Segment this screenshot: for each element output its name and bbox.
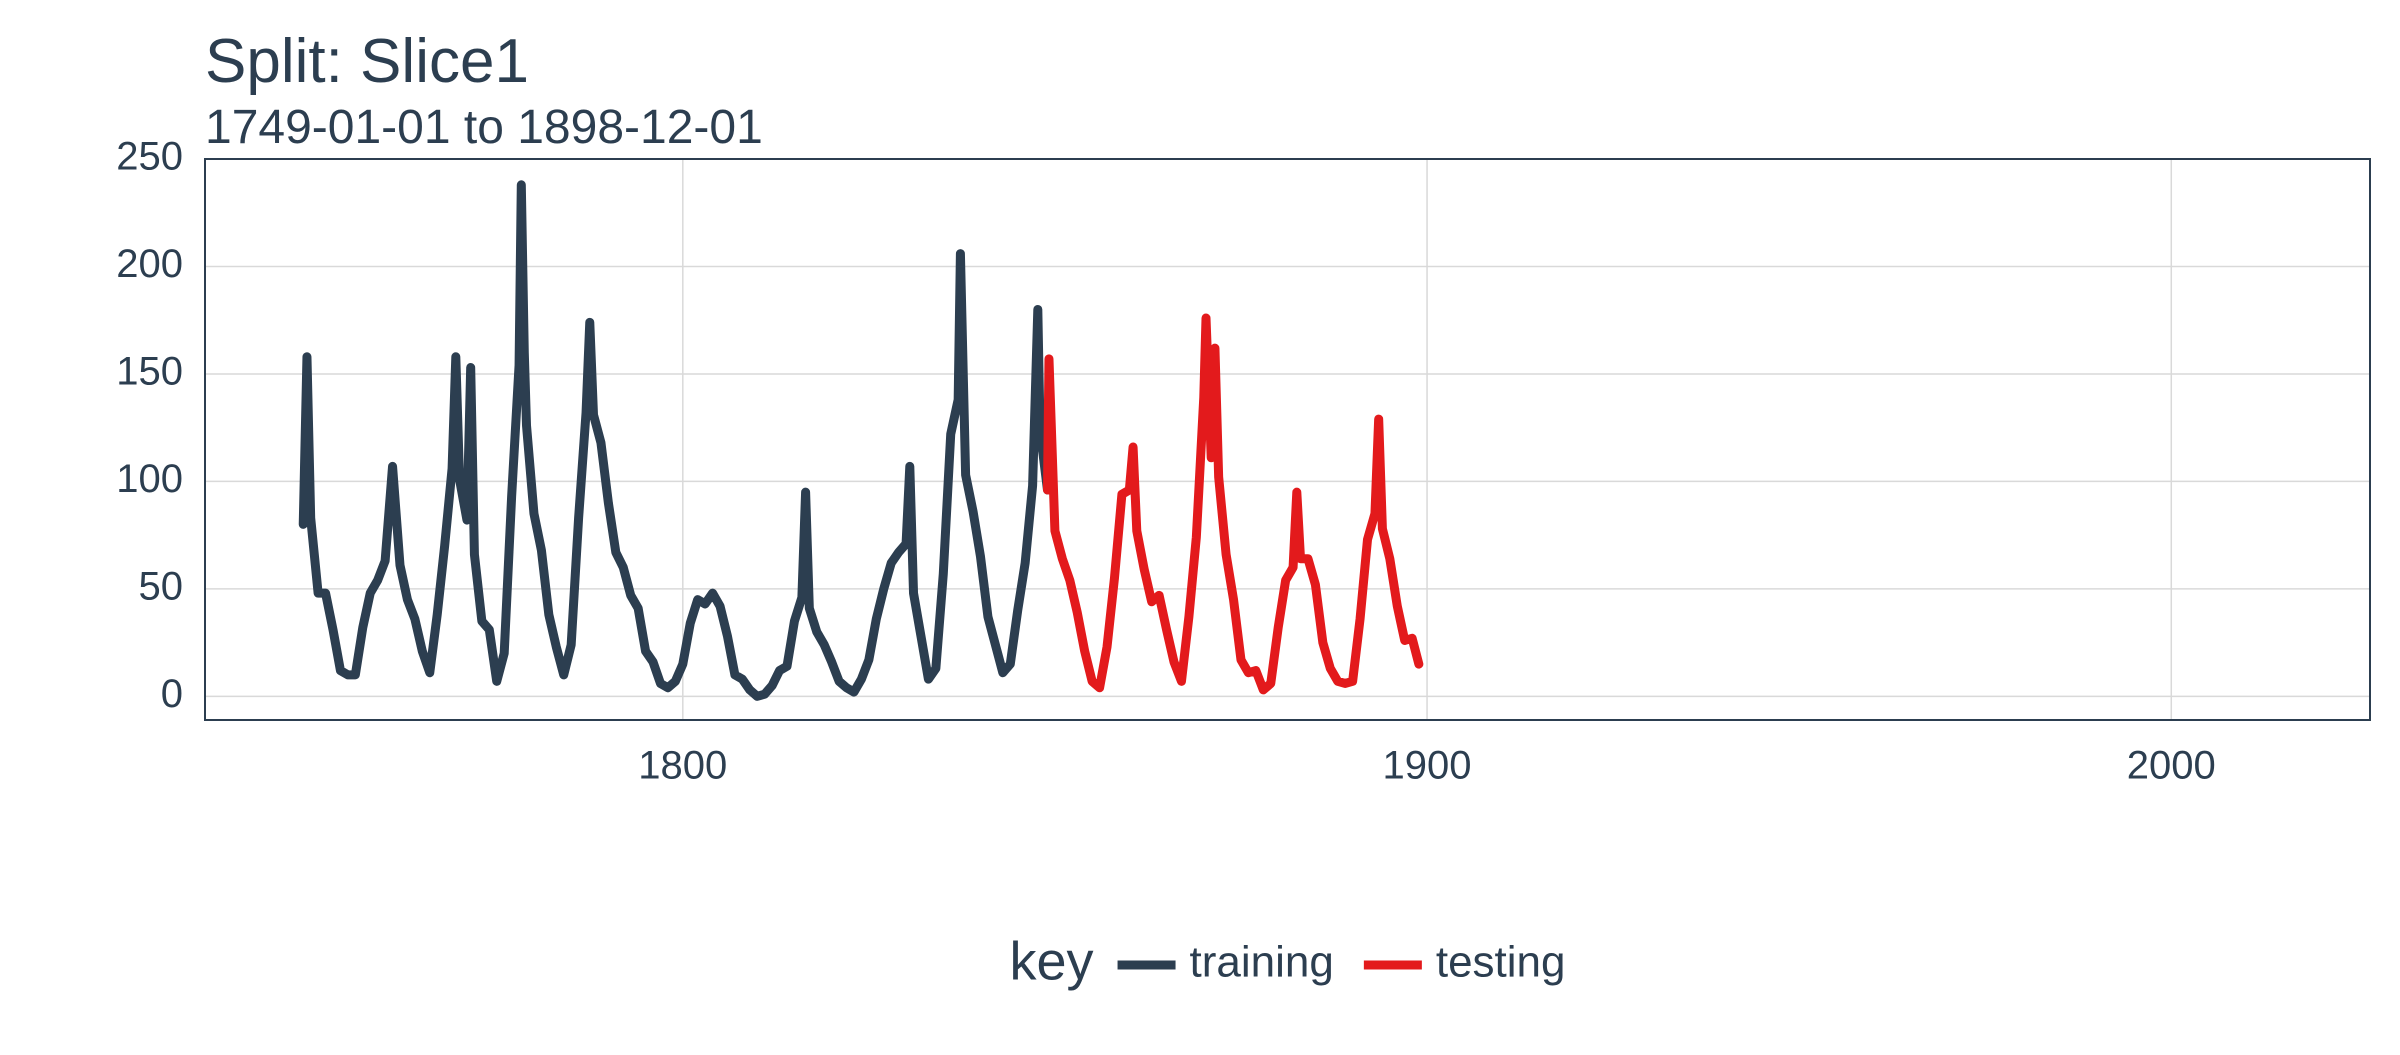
legend-label: testing <box>1436 938 1566 987</box>
chart-subtitle: 1749-01-01 to 1898-12-01 <box>205 101 763 154</box>
y-tick-label: 200 <box>116 242 183 286</box>
legend-title: key <box>1010 931 1094 991</box>
series-line <box>298 180 1052 701</box>
x-tick-label: 1800 <box>638 744 727 788</box>
plot-border <box>204 158 2371 721</box>
y-tick-label: 150 <box>116 350 183 394</box>
y-tick-label: 100 <box>116 457 183 501</box>
x-tick-label: 2000 <box>2127 744 2216 788</box>
series-line <box>1042 313 1424 695</box>
x-tick-label: 1900 <box>1383 744 1472 788</box>
legend: key training testing <box>1010 931 1566 991</box>
chart-title: Split: Slice1 <box>205 27 529 96</box>
y-tick-label: 0 <box>161 672 183 716</box>
y-tick-label: 50 <box>139 564 184 608</box>
legend-label: training <box>1190 938 1334 987</box>
y-tick-label: 250 <box>116 135 183 179</box>
